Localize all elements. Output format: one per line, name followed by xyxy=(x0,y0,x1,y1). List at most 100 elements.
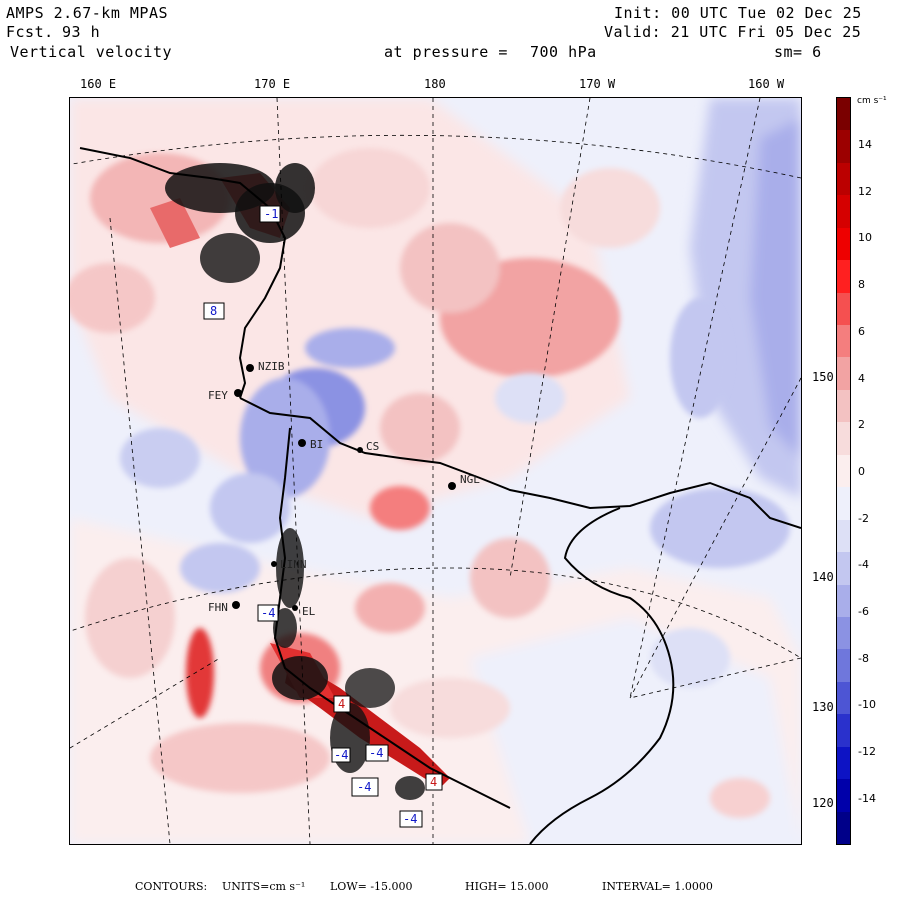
station-fey: FEY xyxy=(208,389,228,402)
colorbar-segment xyxy=(837,779,850,813)
footer-low: LOW= -15.000 xyxy=(330,880,413,893)
svg-text:-4: -4 xyxy=(357,780,371,794)
svg-text:-4: -4 xyxy=(334,748,348,762)
station-markers: NZIB FEY BI CS NGL FHN LINN EL xyxy=(208,360,480,618)
colorbar-tick-label: -14 xyxy=(858,791,876,805)
field-name: Vertical velocity xyxy=(10,43,173,61)
extreme-box: -1 xyxy=(259,205,281,223)
colorbar-tick-label: 0 xyxy=(858,464,865,478)
lon-label-180: 180 xyxy=(424,77,446,91)
valid-time: Valid: 21 UTC Fri 05 Dec 25 xyxy=(604,23,862,41)
station-dot-el xyxy=(292,605,298,611)
colorbar-tick-label: -2 xyxy=(858,511,869,525)
colorbar-tick-label: -10 xyxy=(858,698,876,712)
colorbar-segment xyxy=(837,519,850,553)
svg-text:-4: -4 xyxy=(369,746,383,760)
map-canvas: NZIB FEY BI CS NGL FHN LINN EL -1 8 xyxy=(70,98,801,844)
colorbar-tick-label: 8 xyxy=(858,278,865,292)
lon-label-160w: 160 W xyxy=(748,77,785,91)
footer-contours: CONTOURS: xyxy=(135,880,208,893)
colorbar-segment xyxy=(837,454,850,488)
station-cs: CS xyxy=(366,440,379,453)
footer-units: UNITS=cm s⁻¹ xyxy=(222,880,306,893)
extreme-box: 8 xyxy=(203,302,225,320)
colorbar-segment xyxy=(837,552,850,585)
colorbar-segment xyxy=(837,389,850,423)
positive-velocity-patches xyxy=(70,148,770,818)
svg-text:8: 8 xyxy=(210,304,217,318)
colorbar-segment xyxy=(837,714,850,748)
colorbar-tick-label: -8 xyxy=(858,651,869,665)
extreme-box: 4 xyxy=(425,773,443,791)
station-dot-ngl xyxy=(448,482,456,490)
extreme-box: 4 xyxy=(333,695,351,713)
svg-text:-4: -4 xyxy=(403,812,417,826)
model-title: AMPS 2.67-km MPAS xyxy=(6,4,169,22)
extreme-box: -4 xyxy=(351,777,379,797)
colorbar-tick-label: 12 xyxy=(858,184,872,198)
svg-text:4: 4 xyxy=(430,775,437,789)
station-fhn: FHN xyxy=(208,601,228,614)
colorbar-tick-label: -4 xyxy=(858,558,869,572)
colorbar xyxy=(836,97,851,845)
init-time: Init: 00 UTC Tue 02 Dec 25 xyxy=(614,4,862,22)
station-dot-nzib xyxy=(246,364,254,372)
colorbar-segment xyxy=(837,649,850,683)
lon-label-170w: 170 W xyxy=(579,77,616,91)
colorbar-tick-label: 2 xyxy=(858,418,865,432)
extreme-box: -4 xyxy=(257,604,279,622)
colorbar-segment xyxy=(837,584,850,618)
lon-label-170e: 170 E xyxy=(254,77,291,91)
colorbar-segment xyxy=(837,130,850,164)
extreme-value-boxes: -1 8 -4 4 -4 -4 xyxy=(203,205,443,828)
lon-label-160e: 160 E xyxy=(80,77,117,91)
colorbar-segment xyxy=(837,195,850,229)
extreme-box: -4 xyxy=(365,744,389,762)
colorbar-segment xyxy=(837,616,850,650)
pressure-value: 700 hPa xyxy=(530,43,597,61)
station-el: EL xyxy=(302,605,316,618)
colorbar-segment xyxy=(837,422,850,456)
colorbar-segment xyxy=(837,227,850,261)
svg-text:-1: -1 xyxy=(264,207,278,221)
footer-interval: INTERVAL= 1.0000 xyxy=(602,880,713,893)
svg-text:4: 4 xyxy=(338,697,345,711)
svg-text:-4: -4 xyxy=(261,606,275,620)
station-dot-fey xyxy=(234,389,242,397)
coastline xyxy=(79,147,801,844)
station-dot-fhn xyxy=(232,601,240,609)
station-dot-cs xyxy=(357,447,363,453)
smoothing: sm= 6 xyxy=(774,43,822,61)
colorbar-segment xyxy=(837,681,850,715)
colorbar-segment xyxy=(837,811,850,845)
forecast-hour: 93 h xyxy=(62,23,101,41)
colorbar-units: cm s⁻¹ xyxy=(857,96,887,106)
forecast-label: Fcst. xyxy=(6,23,54,41)
colorbar-segment xyxy=(837,487,850,521)
graticule xyxy=(70,98,801,844)
station-dot-linn xyxy=(271,561,277,567)
colorbar-segment xyxy=(837,746,850,780)
negative-velocity-patches xyxy=(120,298,790,688)
colorbar-segment xyxy=(837,260,850,294)
station-ngl: NGL xyxy=(460,473,480,486)
extreme-box: -4 xyxy=(399,810,423,828)
colorbar-tick-label: 14 xyxy=(858,138,872,151)
station-linn: LINN xyxy=(280,558,307,571)
colorbar-segment xyxy=(837,292,850,326)
colorbar-tick-label: 4 xyxy=(858,371,865,385)
map-panel: NZIB FEY BI CS NGL FHN LINN EL -1 8 xyxy=(69,97,802,845)
colorbar-segment xyxy=(837,357,850,391)
pressure-label: at pressure = xyxy=(384,43,508,61)
colorbar-tick-label: -12 xyxy=(858,745,876,759)
footer-high: HIGH= 15.000 xyxy=(465,880,549,893)
extreme-box: -4 xyxy=(331,747,351,763)
colorbar-segment xyxy=(837,162,850,196)
station-dot-bi xyxy=(298,439,306,447)
station-nzib: NZIB xyxy=(258,360,285,373)
station-bi: BI xyxy=(310,438,323,451)
colorbar-tick-label: -6 xyxy=(858,605,869,618)
colorbar-segment xyxy=(837,98,850,131)
colorbar-tick-label: 10 xyxy=(858,231,872,245)
colorbar-segment xyxy=(837,325,850,358)
